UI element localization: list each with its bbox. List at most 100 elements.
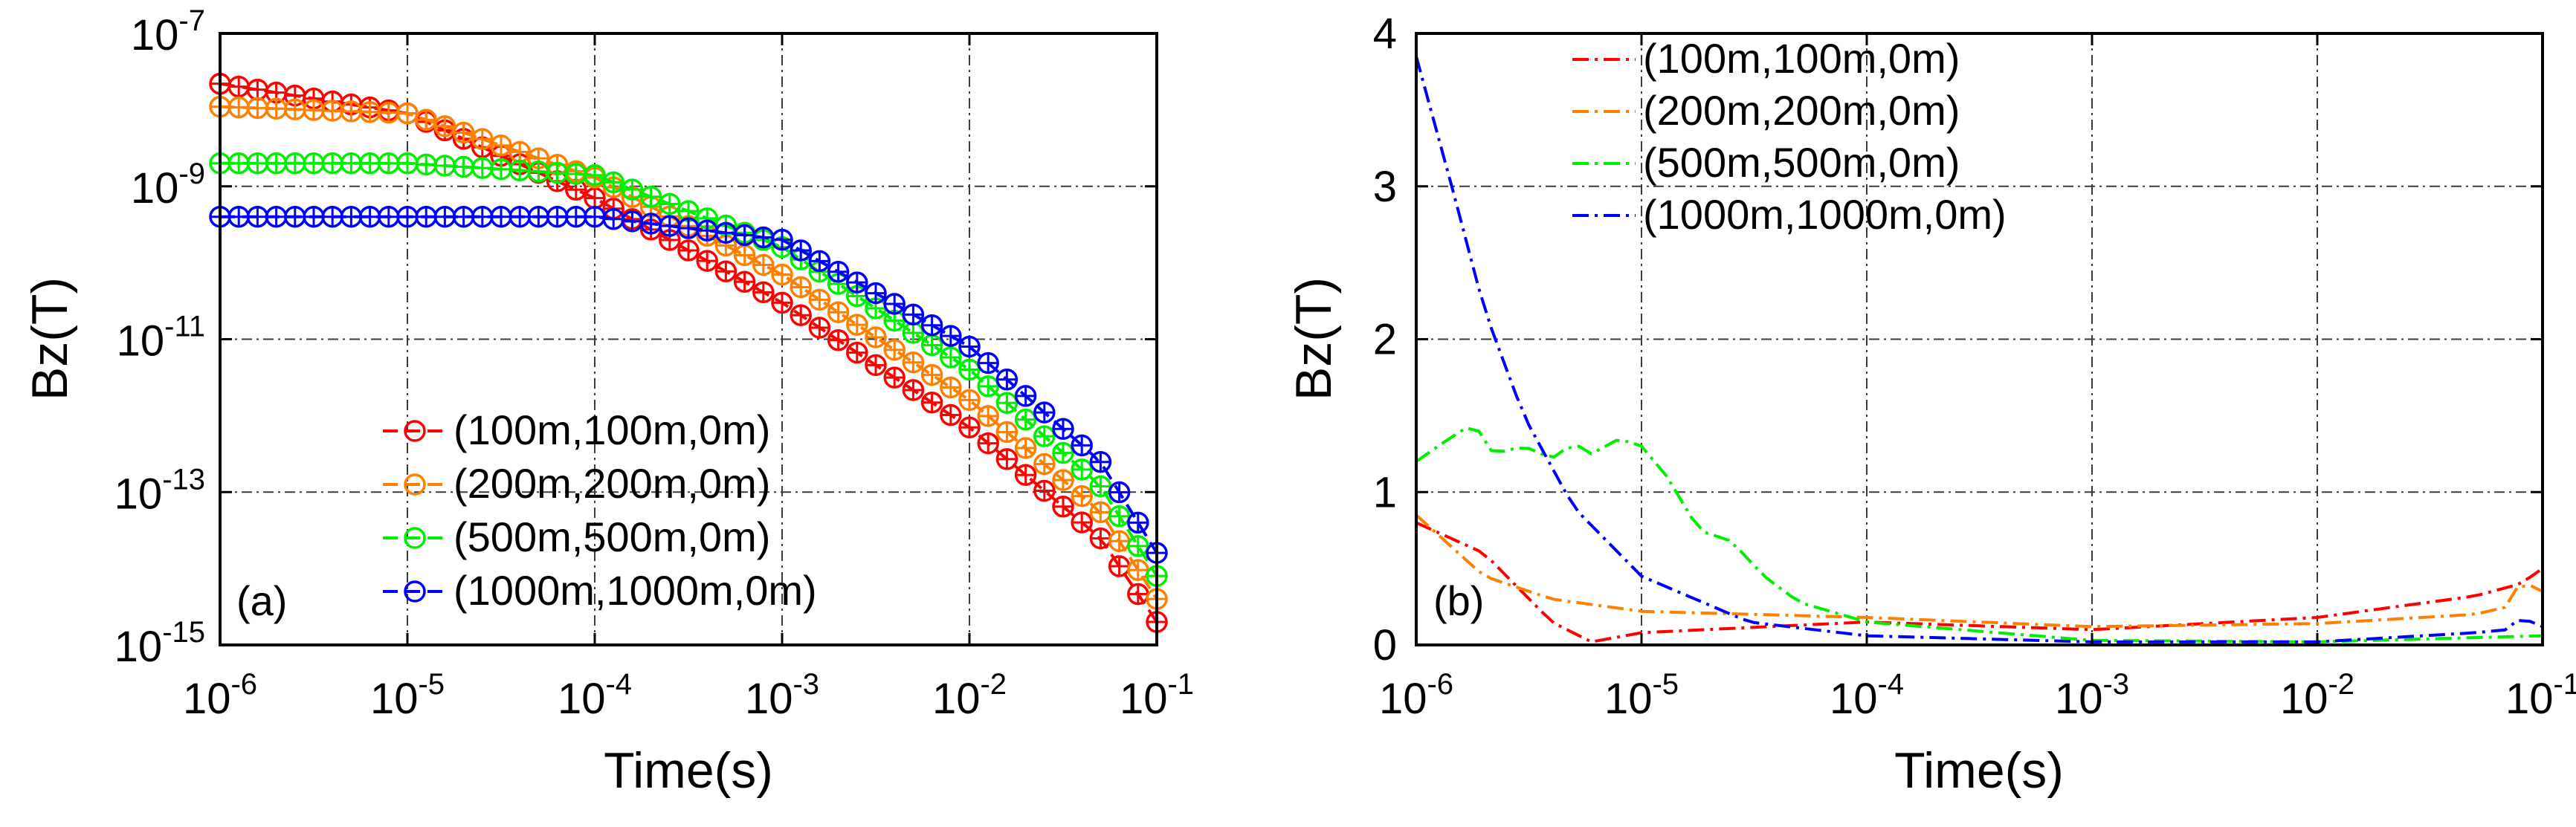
panel-a-legend: (100m,100m,0m) (200m,200m,0m) (500m,500m,0… xyxy=(383,406,817,614)
data-point xyxy=(958,416,981,439)
legend-label: (200m,200m,0m) xyxy=(1643,87,1960,134)
data-point xyxy=(378,101,400,124)
panel-b-ylabel: Bz(T) xyxy=(1285,277,1342,400)
panel-b-series xyxy=(1415,56,2544,643)
y-tick-label: 4 xyxy=(1373,10,1397,58)
x-tick-label: 10-1 xyxy=(2505,668,2576,723)
legend-marker xyxy=(404,473,426,496)
data-point xyxy=(940,325,962,347)
data-point xyxy=(902,322,925,344)
y-tick-label: 10-15 xyxy=(114,616,205,671)
data-point xyxy=(958,335,981,358)
data-point xyxy=(1052,441,1074,464)
panel-b-tag: (b) xyxy=(1433,577,1484,624)
data-point xyxy=(940,403,962,427)
data-point xyxy=(752,253,775,276)
data-point xyxy=(358,101,381,123)
x-tick-label: 10-4 xyxy=(1830,668,1904,723)
data-point xyxy=(977,405,999,427)
data-point xyxy=(584,187,606,210)
data-point xyxy=(659,192,681,215)
data-point xyxy=(1033,453,1056,476)
data-point xyxy=(677,239,700,262)
data-point xyxy=(433,155,456,177)
data-point xyxy=(808,250,831,273)
legend-entry-3: (500m,500m,0m) xyxy=(383,513,770,560)
legend-marker xyxy=(404,580,426,603)
data-point xyxy=(752,226,775,249)
y-tick-label: 3 xyxy=(1373,163,1397,211)
data-point xyxy=(490,134,512,157)
data-point xyxy=(433,205,456,228)
data-point xyxy=(958,389,981,412)
data-point xyxy=(771,291,793,314)
data-point xyxy=(1108,530,1131,553)
data-point xyxy=(546,205,569,228)
data-point xyxy=(808,288,831,311)
data-point xyxy=(1033,401,1056,424)
x-tick-label: 10-3 xyxy=(745,668,819,723)
data-point xyxy=(303,152,325,175)
data-point xyxy=(920,391,943,414)
x-tick-label: 10-5 xyxy=(1604,668,1679,723)
data-point xyxy=(1071,511,1093,534)
legend-entry-2: (200m,200m,0m) xyxy=(1572,87,1960,134)
data-point xyxy=(378,152,400,175)
data-point xyxy=(1127,583,1149,606)
data-point xyxy=(883,339,906,361)
y-tick-label: 0 xyxy=(1373,621,1397,669)
data-point xyxy=(284,205,306,228)
data-point xyxy=(1127,559,1149,581)
data-point xyxy=(677,217,700,239)
panel-b-legend: (100m,100m,0m) (200m,200m,0m) (500m,500m,0… xyxy=(1572,35,2007,238)
data-point xyxy=(1014,408,1037,431)
data-point xyxy=(490,158,512,181)
data-point xyxy=(227,96,250,119)
data-point xyxy=(246,78,269,101)
data-point xyxy=(433,115,456,137)
legend-label: (100m,100m,0m) xyxy=(453,406,770,453)
data-point xyxy=(509,140,531,163)
data-point xyxy=(546,161,569,184)
data-point xyxy=(565,163,587,185)
data-point xyxy=(1052,418,1074,440)
data-point xyxy=(265,205,288,228)
data-point xyxy=(865,354,887,377)
data-point xyxy=(471,128,494,150)
panel-b-grid xyxy=(1416,33,2543,645)
data-point xyxy=(227,205,250,228)
data-point xyxy=(733,270,756,293)
x-tick-label: 10-6 xyxy=(183,668,257,723)
data-point xyxy=(340,152,363,175)
data-point xyxy=(1108,555,1131,577)
data-point xyxy=(846,314,868,336)
data-point xyxy=(865,282,887,305)
data-point xyxy=(303,99,325,121)
data-point xyxy=(284,152,306,175)
data-point xyxy=(1089,501,1112,524)
legend-label: (1000m,1000m,0m) xyxy=(453,567,817,614)
data-point xyxy=(303,205,325,228)
data-point xyxy=(246,152,269,175)
data-point xyxy=(696,219,718,242)
data-point xyxy=(265,152,288,175)
data-point xyxy=(995,421,1019,444)
panel-a: 10-6 10-5 10-4 10-3 10-2 10-1 10-15 10-13 10-11 1… xyxy=(22,4,1194,799)
panel-b-ticks: 10-6 10-5 10-4 10-3 10-2 10-1 0 1 2 3 4 xyxy=(1373,10,2576,723)
data-point xyxy=(995,369,1019,391)
panel-b: 10-6 10-5 10-4 10-3 10-2 10-1 0 1 2 3 4 Time(s) Bz… xyxy=(1285,10,2576,799)
data-point xyxy=(883,293,906,315)
data-point xyxy=(602,208,624,230)
data-point xyxy=(1071,458,1093,481)
data-point xyxy=(846,341,868,364)
x-tick-label: 10-1 xyxy=(1120,668,1194,723)
data-point xyxy=(321,100,343,122)
data-point xyxy=(827,261,850,283)
data-point xyxy=(752,281,775,304)
data-point xyxy=(920,363,943,386)
series-line-2 xyxy=(1415,513,2543,629)
data-point xyxy=(771,263,793,286)
x-tick-label: 10-3 xyxy=(2055,668,2129,723)
data-point xyxy=(584,163,606,187)
